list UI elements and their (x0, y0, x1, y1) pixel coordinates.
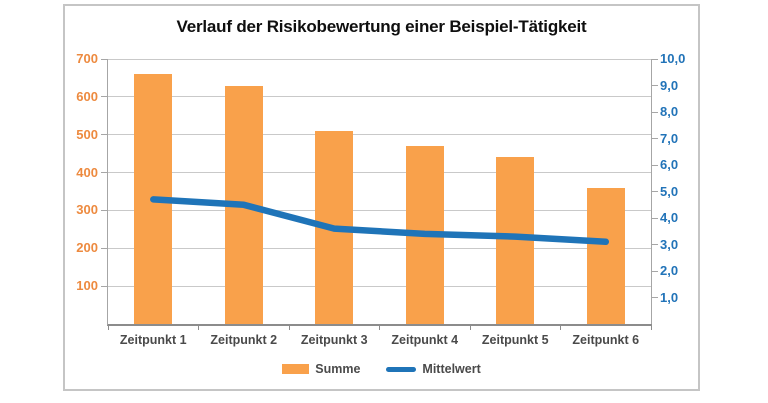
gridline (108, 285, 651, 287)
bar-summe-zeitpunkt-6 (586, 187, 625, 324)
right-axis-tick (651, 244, 658, 245)
gridline (108, 172, 651, 174)
right-axis-label: 6,0 (660, 157, 679, 172)
legend: Summe Mittelwert (65, 362, 698, 376)
bottom-axis-tick (107, 324, 109, 330)
left-axis-tick (101, 247, 108, 249)
right-axis-label: 1,0 (660, 289, 679, 305)
legend-item-mittelwert: Mittelwert (386, 362, 481, 376)
right-axis-label: 7,0 (660, 130, 679, 146)
right-axis-label: 9,0 (660, 77, 679, 93)
plot-area: 100 200 300 400 500 600 700 1,0 2,0 3,0 4,0 5,0 6,0 7… (76, 51, 685, 347)
bottom-axis-tick (650, 324, 652, 330)
bottom-axis-tick (469, 324, 471, 330)
left-axis-label: 500 (76, 126, 98, 142)
right-axis-label: 5,0 (660, 183, 679, 199)
x-axis-label-6: Zeitpunkt 6 (572, 333, 640, 347)
right-axis-tick (651, 297, 658, 298)
right-axis-tick (651, 164, 658, 166)
right-axis-label: 8,0 (660, 104, 679, 119)
right-axis-tick (651, 111, 658, 113)
x-axis-label-3: Zeitpunkt 3 (300, 333, 368, 347)
left-axis-label: 100 (76, 278, 98, 294)
right-axis-label: 10,0 (660, 51, 686, 66)
right-axis-tick (651, 85, 658, 86)
right-axis-tick (651, 58, 658, 60)
right-axis-tick (651, 270, 658, 272)
x-axis-label-1: Zeitpunkt 1 (119, 333, 187, 347)
gridline (108, 134, 651, 136)
x-axis-label-2: Zeitpunkt 2 (210, 333, 278, 347)
left-axis-label: 600 (76, 88, 98, 104)
left-axis-tick (101, 285, 108, 287)
mittelwert-line (150, 196, 610, 246)
chart-title: Verlauf der Risikobewertung einer Beispi… (176, 17, 587, 36)
left-axis-label: 200 (76, 240, 98, 256)
right-axis-tick (651, 191, 658, 192)
gridline (108, 96, 651, 98)
left-axis-tick (101, 134, 108, 136)
x-axis-label-5: Zeitpunkt 5 (481, 333, 549, 347)
right-axis-label: 3,0 (660, 236, 679, 252)
right-axis-label: 4,0 (660, 210, 679, 225)
x-axis-label-4: Zeitpunkt 4 (391, 333, 459, 347)
left-axis-tick (101, 58, 108, 60)
gridline (108, 247, 651, 249)
gridline (108, 58, 651, 60)
right-axis-tick (651, 138, 658, 139)
gridline (108, 209, 651, 211)
chart-frame: Verlauf der Risikobewertung einer Beispi… (63, 4, 700, 391)
right-axis-tick (651, 217, 658, 219)
left-axis-tick (101, 96, 108, 98)
summe-bar-swatch-icon (282, 364, 310, 374)
legend-label-mittelwert: Mittelwert (422, 362, 481, 376)
legend-item-summe: Summe (282, 362, 360, 376)
bar-summe-zeitpunkt-5 (496, 157, 535, 324)
bottom-axis-tick (379, 324, 380, 330)
bottom-axis-tick (288, 324, 290, 330)
mittelwert-line-swatch-icon (386, 366, 417, 372)
left-axis-tick (101, 172, 108, 174)
left-axis-label: 300 (76, 202, 98, 218)
left-axis-label: 700 (76, 51, 98, 66)
bottom-axis-tick (198, 324, 199, 330)
legend-label-summe: Summe (315, 362, 361, 376)
bottom-axis-tick (560, 324, 561, 330)
left-axis-tick (101, 209, 108, 211)
right-axis-label: 2,0 (660, 263, 679, 278)
left-axis-label: 400 (76, 164, 98, 180)
